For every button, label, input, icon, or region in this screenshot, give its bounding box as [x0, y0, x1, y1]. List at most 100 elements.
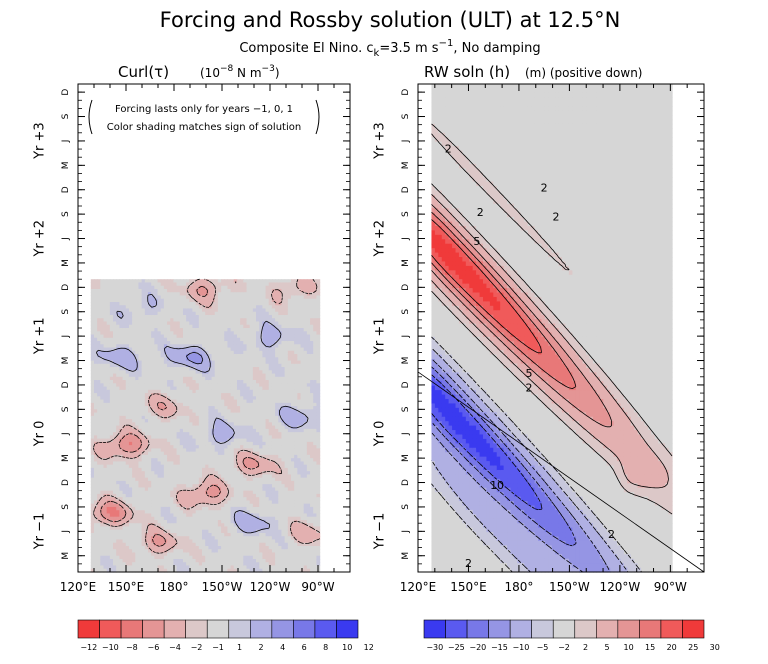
colorbar-label: 2	[583, 643, 588, 652]
month-tick-label: J	[61, 335, 71, 339]
colorbar-label: 25	[688, 643, 698, 652]
colorbar-swatch	[229, 620, 251, 638]
year-label: Yr +2	[373, 220, 388, 258]
colorbar-label: 20	[667, 643, 677, 652]
year-label: Yr +1	[33, 318, 48, 356]
colorbar-swatch	[424, 620, 446, 638]
colorbar-label: 15	[645, 643, 655, 652]
curl-colorbar: −12 −10 −8 −6 −4 −2 −1 1 2 4 6 8 10 12	[78, 620, 374, 652]
annotation-line-2: Color shading matches sign of solution	[107, 122, 301, 133]
colorbar-swatch	[575, 620, 597, 638]
contour-label: 10	[490, 479, 504, 492]
colorbar-swatch	[510, 620, 532, 638]
colorbar-swatch	[78, 620, 100, 638]
rw-colorbar: −30 −25 −20 −15 −10 −5 −2 2 5 10 15 20 25 30	[424, 620, 720, 652]
year-label: Yr +3	[33, 122, 48, 160]
month-tick-label: S	[61, 309, 71, 315]
month-tick-label: J	[61, 237, 71, 241]
month-tick-label: M	[401, 259, 411, 267]
colorbar-label: 4	[280, 643, 285, 652]
month-tick-label: S	[61, 211, 71, 217]
colorbar-swatch	[100, 620, 122, 638]
colorbar-label: 8	[323, 643, 328, 652]
month-tick-label: S	[61, 406, 71, 412]
month-tick-label: J	[401, 237, 411, 241]
colorbar-label: −15	[491, 643, 508, 652]
colorbar-label: 12	[364, 643, 374, 652]
colorbar-swatch	[489, 620, 511, 638]
x-tick-label: 150°W	[202, 580, 243, 594]
curl-field	[91, 279, 320, 572]
colorbar-label: −4	[169, 643, 181, 652]
x-tick-label: 120°W	[250, 580, 291, 594]
month-tick-label: D	[401, 479, 411, 486]
month-tick-label: D	[61, 479, 71, 486]
month-tick-label: D	[401, 284, 411, 291]
month-tick-label: S	[401, 113, 411, 119]
colorbar-swatch	[639, 620, 661, 638]
contour-label: 5	[473, 235, 480, 248]
colorbar-label: −10	[102, 643, 119, 652]
colorbar-label: −6	[147, 643, 159, 652]
month-tick-label: S	[61, 113, 71, 119]
colorbar-label: 10	[624, 643, 634, 652]
figure-subtitle: Composite El Nino. ck=3.5 m s−1, No damp…	[239, 38, 540, 59]
contour-label: 2	[608, 528, 615, 541]
contour-label: 2	[541, 181, 548, 194]
year-label: Yr +3	[373, 122, 388, 160]
colorbar-label: −25	[448, 643, 465, 652]
year-label: Yr 0	[33, 421, 48, 448]
month-tick-label: J	[61, 432, 71, 436]
x-tick-label: 150°W	[549, 580, 590, 594]
year-label: Yr −1	[33, 513, 48, 551]
month-tick-label: D	[61, 186, 71, 193]
month-tick-label: M	[401, 552, 411, 560]
month-tick-label: D	[61, 89, 71, 96]
x-tick-label: 150°E	[108, 580, 145, 594]
colorbar-label: −20	[469, 643, 486, 652]
colorbar-swatch	[164, 620, 186, 638]
colorbar-label: −5	[537, 643, 549, 652]
month-tick-label: J	[401, 140, 411, 144]
month-tick-label: S	[61, 504, 71, 510]
month-tick-label: J	[61, 530, 71, 534]
contour-label: 5	[526, 367, 533, 380]
x-tick-label: 120°W	[599, 580, 640, 594]
x-tick-label: 90°W	[301, 580, 334, 594]
month-tick-label: M	[61, 454, 71, 462]
colorbars: −12 −10 −8 −6 −4 −2 −1 1 2 4 6 8 10 12 −30 −25 −20 −15 −10…	[78, 620, 720, 652]
year-label: Yr +2	[33, 220, 48, 258]
colorbar-swatch	[532, 620, 554, 638]
colorbar-swatch	[186, 620, 208, 638]
colorbar-label: −30	[426, 643, 443, 652]
contour-label: 2	[526, 381, 533, 394]
month-tick-label: D	[61, 381, 71, 388]
month-tick-label: D	[61, 284, 71, 291]
colorbar-swatch	[446, 620, 468, 638]
colorbar-swatch	[467, 620, 489, 638]
month-tick-label: M	[61, 552, 71, 560]
month-tick-label: D	[401, 381, 411, 388]
colorbar-swatch	[682, 620, 704, 638]
month-tick-label: M	[61, 259, 71, 267]
colorbar-label: −1	[212, 643, 224, 652]
year-label: Yr 0	[373, 421, 388, 448]
colorbar-swatch	[618, 620, 640, 638]
colorbar-swatch	[121, 620, 143, 638]
colorbar-label: −12	[80, 643, 97, 652]
colorbar-label: 1	[237, 643, 242, 652]
left-panel-title: Curl(τ)	[118, 63, 169, 81]
month-tick-label: J	[401, 530, 411, 534]
month-tick-label: S	[401, 504, 411, 510]
colorbar-label: 5	[605, 643, 610, 652]
colorbar-swatch	[315, 620, 337, 638]
month-tick-label: S	[401, 406, 411, 412]
forcing-annotation: Forcing lasts only for years −1, 0, 1 Co…	[89, 100, 319, 134]
contour-label: 2	[552, 211, 559, 224]
annotation-line-1: Forcing lasts only for years −1, 0, 1	[115, 104, 293, 115]
colorbar-label: 10	[342, 643, 352, 652]
contour-label: 2	[445, 142, 452, 155]
month-tick-label: M	[401, 161, 411, 169]
month-tick-label: M	[401, 454, 411, 462]
x-tick-label: 120°E	[400, 580, 437, 594]
